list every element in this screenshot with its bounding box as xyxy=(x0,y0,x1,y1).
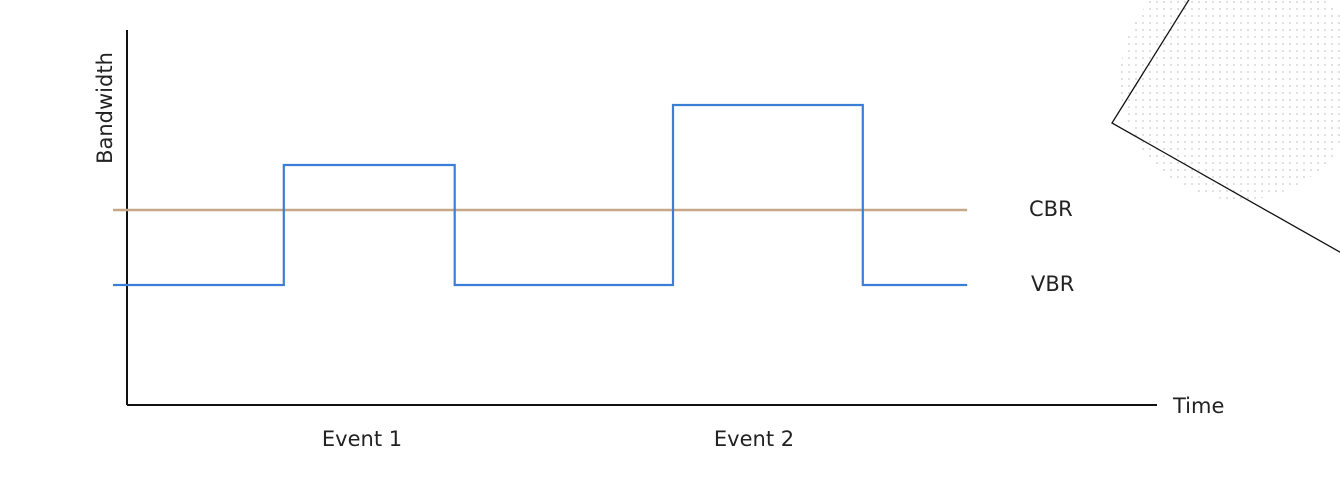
event-label-2: Event 2 xyxy=(714,427,794,451)
series-label-cbr: CBR xyxy=(1029,197,1073,221)
event-label-1: Event 1 xyxy=(322,427,402,451)
corner-decoration-icon xyxy=(1111,0,1340,253)
series-label-vbr: VBR xyxy=(1031,272,1074,296)
dotted-pattern xyxy=(1120,0,1340,200)
x-axis-label: Time xyxy=(1172,394,1224,418)
decoration-line xyxy=(1111,0,1340,253)
y-axis-label: Bandwidth xyxy=(93,52,117,164)
series-line-vbr xyxy=(113,103,968,287)
